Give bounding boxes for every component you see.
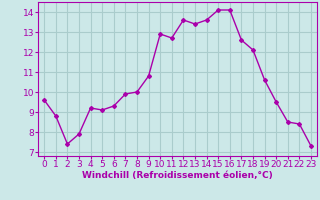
X-axis label: Windchill (Refroidissement éolien,°C): Windchill (Refroidissement éolien,°C) (82, 171, 273, 180)
